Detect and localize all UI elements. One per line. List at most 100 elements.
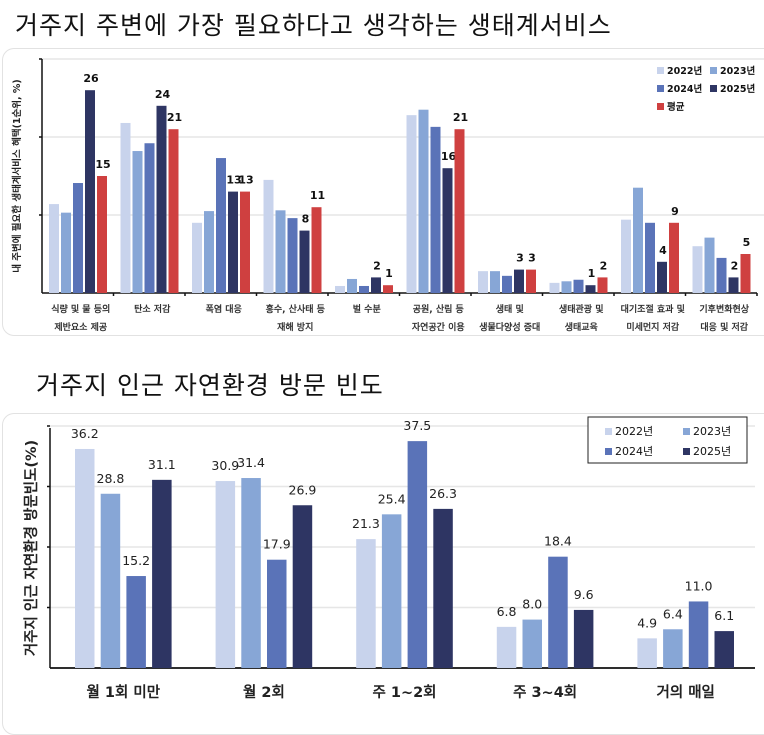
chart1-bar-y2025 xyxy=(228,191,238,293)
chart1-data-label: 13 xyxy=(238,174,253,187)
chart2-data-label: 25.4 xyxy=(378,491,406,506)
chart1-bar-y2022 xyxy=(549,282,560,293)
chart1-bar-y2024 xyxy=(502,275,512,293)
chart1-data-label: 16 xyxy=(441,150,457,163)
chart1-bar-y2023 xyxy=(704,237,715,293)
chart1-category-label: 재해 방지 xyxy=(277,321,313,333)
chart1-bar-avg xyxy=(383,285,393,293)
chart1-legend-swatch-y2022 xyxy=(657,67,664,74)
chart1-bar-y2024 xyxy=(573,279,584,293)
chart1-category-label: 대기조절 효과 및 xyxy=(621,303,685,315)
chart2-category-label: 주 1~2회 xyxy=(372,684,436,701)
chart2-data-label: 8.0 xyxy=(522,597,542,612)
chart1-data-label: 5 xyxy=(743,236,751,249)
chart2-data-label: 4.9 xyxy=(637,615,657,630)
chart1-data-label: 24 xyxy=(155,88,171,101)
chart1-category-label: 생태관광 및 xyxy=(559,303,604,315)
chart1-data-label: 8 xyxy=(302,213,310,226)
chart2-legend-label: 2024년 xyxy=(615,445,653,458)
chart2-data-label: 11.0 xyxy=(685,578,713,593)
chart2-legend-swatch-y2025 xyxy=(683,448,690,455)
chart2-bar-y2024 xyxy=(688,601,709,668)
chart1-data-label: 2 xyxy=(600,259,608,272)
chart1-bar-y2022 xyxy=(192,222,202,293)
chart2-visit-frequency: 거주지 인근 자연환경 방문빈도(%) 월 1회 미만 36.2 28.8 15.2 31… xyxy=(22,416,755,701)
chart1-legend-swatch-y2023 xyxy=(710,67,717,74)
chart2-category-label: 월 1회 미만 xyxy=(87,684,161,701)
chart2-data-label: 28.8 xyxy=(97,471,125,486)
chart2-bar-y2023 xyxy=(522,619,542,668)
chart2-category-label: 거의 매일 xyxy=(656,683,714,701)
chart2-data-label: 37.5 xyxy=(403,418,431,433)
chart2-data-label: 6.8 xyxy=(497,604,517,619)
chart1-bar-y2024 xyxy=(287,218,298,293)
chart2-bar-y2025 xyxy=(573,609,594,668)
chart2-data-label: 18.4 xyxy=(544,534,572,549)
chart1-ecosystem-services: 내 주변에 필요한 생태계서비스 혜택(1순위, %) 식량 및 물 등의제반요소… xyxy=(11,58,764,333)
chart2-bar-y2024 xyxy=(407,441,428,668)
chart1-bar-y2024 xyxy=(716,257,727,293)
chart1-legend-swatch-y2024 xyxy=(657,85,664,92)
chart1-legend-swatch-y2025 xyxy=(710,85,717,92)
chart1-bar-y2023 xyxy=(132,151,143,293)
chart2-bar-y2023 xyxy=(663,629,683,668)
chart1-category-label: 홍수, 산사태 등 xyxy=(266,303,325,315)
chart1-category-label: 미세먼지 저감 xyxy=(626,321,680,333)
chart2-legend-label: 2025년 xyxy=(693,445,731,458)
chart1-data-label: 26 xyxy=(83,72,99,85)
chart2-bar-y2025 xyxy=(433,508,453,668)
chart1-category-label: 폭염 대응 xyxy=(206,303,242,315)
chart2-category-label: 주 3~4회 xyxy=(513,684,577,701)
chart1-bar-y2025 xyxy=(514,269,524,293)
chart1-bar-y2025 xyxy=(442,168,453,293)
chart2-bar-y2024 xyxy=(548,556,568,668)
chart1-bar-y2022 xyxy=(335,285,345,293)
chart2-data-label: 31.1 xyxy=(148,457,176,472)
chart2-data-label: 9.6 xyxy=(574,587,594,602)
chart2-bar-y2023 xyxy=(100,493,121,668)
chart2-data-label: 26.3 xyxy=(429,486,457,501)
chart2-data-label: 30.9 xyxy=(211,458,239,473)
chart1-bar-y2022 xyxy=(478,271,488,293)
chart2-legend-swatch-y2023 xyxy=(683,428,690,435)
chart1-bar-y2023 xyxy=(561,281,572,293)
chart2-bar-y2025 xyxy=(714,631,734,668)
chart1-bar-avg xyxy=(168,129,179,293)
chart1-bar-avg xyxy=(597,277,608,293)
chart2-y-axis-label: 거주지 인근 자연환경 방문빈도(%) xyxy=(22,440,40,656)
chart1-bar-avg xyxy=(97,176,107,293)
chart1-bar-y2022 xyxy=(621,219,631,293)
chart1-category-label: 생태 및 xyxy=(496,303,524,315)
chart1-data-label: 13 xyxy=(226,174,241,187)
chart1-legend-label: 2025년 xyxy=(720,83,755,95)
chart2-category-label: 월 2회 xyxy=(243,684,285,701)
chart2-data-label: 31.4 xyxy=(237,455,265,470)
chart2-bar-y2022 xyxy=(215,481,236,668)
chart2-bar-y2023 xyxy=(241,478,261,668)
chart1-data-label: 4 xyxy=(659,244,667,257)
chart2-legend-label: 2022년 xyxy=(615,425,653,438)
chart1-data-label: 21 xyxy=(453,111,468,124)
chart2-data-label: 36.2 xyxy=(71,426,99,441)
chart1-bar-y2025 xyxy=(156,105,167,293)
chart1-data-label: 3 xyxy=(516,252,524,265)
chart1-bar-y2025 xyxy=(371,277,381,293)
chart1-data-label: 21 xyxy=(167,111,182,124)
chart1-bar-y2023 xyxy=(61,212,71,293)
chart1-bar-y2022 xyxy=(692,246,703,293)
chart1-bar-y2025 xyxy=(85,90,95,293)
chart2-bar-y2022 xyxy=(637,638,657,668)
chart1-bar-y2023 xyxy=(490,271,500,293)
chart2-legend-label: 2023년 xyxy=(693,425,731,438)
chart2-bar-y2024 xyxy=(126,576,146,668)
chart1-bar-y2023 xyxy=(204,211,214,293)
chart1-bar-y2025 xyxy=(585,285,596,293)
chart2-bar-y2022 xyxy=(496,626,517,668)
chart2-data-label: 6.4 xyxy=(663,606,683,621)
chart2-legend-swatch-y2022 xyxy=(605,428,612,435)
chart2-legend-box xyxy=(587,416,748,464)
chart1-data-label: 2 xyxy=(731,259,739,272)
chart1-legend-swatch-avg xyxy=(657,103,664,110)
chart2-data-label: 6.1 xyxy=(714,608,734,623)
chart1-bar-y2022 xyxy=(406,115,417,293)
